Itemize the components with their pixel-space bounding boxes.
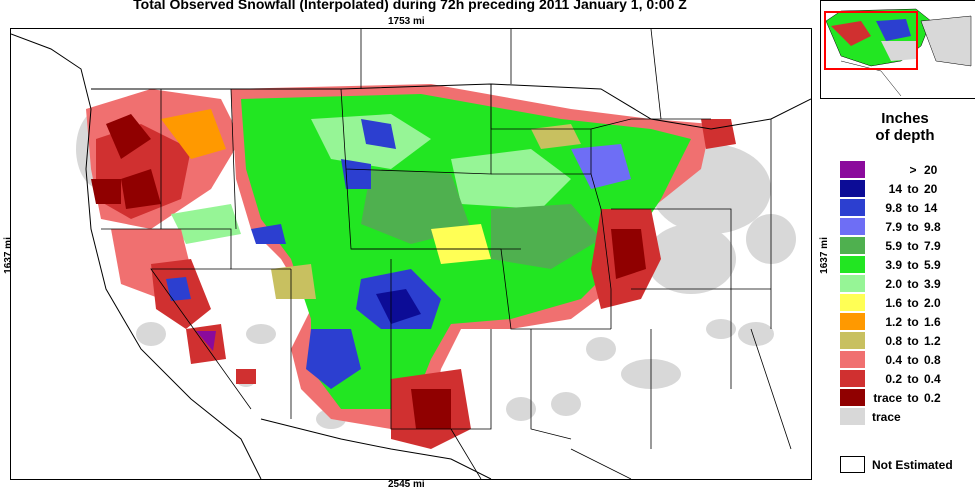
legend-range-sep: to (907, 372, 919, 386)
map-canvas (11, 29, 811, 479)
legend-range-high: 14 (924, 201, 938, 215)
legend-item: trace to 0.2 (840, 389, 970, 407)
legend-range-sep: to (907, 315, 919, 329)
legend-label: 1.6 to 2.0 (872, 296, 954, 310)
legend-range-low: 0.2 (885, 372, 902, 386)
legend-item: 1.2 to 1.6 (840, 313, 970, 331)
legend-range-high: 0.4 (924, 372, 941, 386)
legend-label: 9.8 to 14 (872, 201, 954, 215)
legend-range-low: 7.9 (885, 220, 902, 234)
legend-range-low: 3.9 (885, 258, 902, 272)
state-boundaries (101, 29, 792, 479)
legend-range-high: 0.2 (924, 391, 941, 405)
legend-range-low: trace (873, 391, 902, 405)
legend-item: 1.6 to 2.0 (840, 294, 970, 312)
coastline (11, 33, 811, 479)
legend-swatch (840, 237, 865, 254)
legend-label: 2.0 to 3.9 (872, 277, 954, 291)
legend-title: Inches (881, 110, 929, 127)
legend-range-low: 0.8 (885, 334, 902, 348)
legend-item: 3.9 to 5.9 (840, 256, 970, 274)
legend-range-high: 7.9 (924, 239, 941, 253)
legend-swatch (840, 408, 865, 425)
legend-range-sep: to (907, 258, 919, 272)
map-title: Total Observed Snowfall (Interpolated) d… (133, 0, 687, 12)
legend-swatch (840, 332, 865, 349)
legend-label: 14 to 20 (872, 182, 954, 196)
legend-range-high: 0.8 (924, 353, 941, 367)
legend-range-low: 0.4 (885, 353, 902, 367)
scale-right-label: 1637 mi (818, 237, 830, 274)
legend-swatch (840, 275, 865, 292)
legend-range-sep: to (907, 353, 919, 367)
legend-range-sep: to (907, 391, 919, 405)
legend-range-high: 20 (924, 163, 938, 177)
legend-subtitle: of depth (875, 127, 935, 144)
legend-range-low: 5.9 (885, 239, 902, 253)
legend-range-low: 9.8 (885, 201, 902, 215)
legend-item: 9.8 to 14 (840, 199, 970, 217)
legend-label: 7.9 to 9.8 (872, 220, 954, 234)
legend-swatch (840, 218, 865, 235)
scale-bottom-label: 2545 mi (388, 479, 425, 490)
legend-range-low: 1.2 (885, 315, 902, 329)
legend-range-sep: to (907, 239, 919, 253)
legend-not-estimated: Not Estimated (840, 456, 970, 474)
legend-swatch (840, 456, 865, 473)
legend-item: 7.9 to 9.8 (840, 218, 970, 236)
legend-range-sep: to (907, 182, 919, 196)
legend-range-high: 5.9 (924, 258, 941, 272)
legend-item: 2.0 to 3.9 (840, 275, 970, 293)
legend-item: >20 (840, 161, 970, 179)
legend-item: 5.9 to 7.9 (840, 237, 970, 255)
legend-swatch (840, 370, 865, 387)
legend-range-low: 1.6 (885, 296, 902, 310)
legend-range-sep: to (907, 334, 919, 348)
inset-extent-box (824, 11, 918, 70)
locator-inset[interactable] (820, 0, 975, 99)
legend-label: 0.2 to 0.4 (872, 372, 954, 386)
legend-swatch (840, 180, 865, 197)
legend-range-sep: to (907, 220, 919, 234)
legend-swatch (840, 351, 865, 368)
legend-label: 0.8 to 1.2 (872, 334, 954, 348)
legend-label: trace (872, 410, 953, 424)
legend-item: 0.8 to 1.2 (840, 332, 970, 350)
legend-label: Not Estimated (872, 458, 953, 472)
legend-range-high: 3.9 (924, 277, 941, 291)
pacific-nw-snow (86, 89, 241, 244)
legend-range-sep: to (907, 201, 919, 215)
legend-range-low: 2.0 (885, 277, 902, 291)
legend-label: 3.9 to 5.9 (872, 258, 954, 272)
legend-label: 1.2 to 1.6 (872, 315, 954, 329)
legend-swatch (840, 313, 865, 330)
legend-swatch (840, 199, 865, 216)
legend-range-sep: to (907, 277, 919, 291)
legend-range-high: 1.6 (924, 315, 941, 329)
legend-range-high: 9.8 (924, 220, 941, 234)
legend-swatch (840, 256, 865, 273)
legend-label: 0.4 to 0.8 (872, 353, 954, 367)
legend-range-sep: > (909, 163, 917, 177)
legend-label: 5.9 to 7.9 (872, 239, 954, 253)
snowfall-map[interactable] (10, 28, 812, 480)
legend-label: >20 (872, 163, 954, 177)
scale-top-label: 1753 mi (388, 16, 425, 27)
legend-item: 14 to 20 (840, 180, 970, 198)
legend-item: trace (840, 408, 970, 426)
legend-range-high: 20 (924, 182, 938, 196)
legend-range-sep: to (907, 296, 919, 310)
inset-map (825, 8, 972, 97)
legend-range-high: 1.2 (924, 334, 941, 348)
legend-swatch (840, 294, 865, 311)
legend-swatch (840, 389, 865, 406)
legend-range-low: trace (872, 410, 901, 424)
legend-swatch (840, 161, 865, 178)
west-snow (91, 179, 256, 384)
legend-item: 0.4 to 0.8 (840, 351, 970, 369)
legend-label: trace to 0.2 (872, 391, 954, 405)
legend-range-high: 2.0 (924, 296, 941, 310)
legend-range-low: 14 (888, 182, 902, 196)
legend-item: 0.2 to 0.4 (840, 370, 970, 388)
